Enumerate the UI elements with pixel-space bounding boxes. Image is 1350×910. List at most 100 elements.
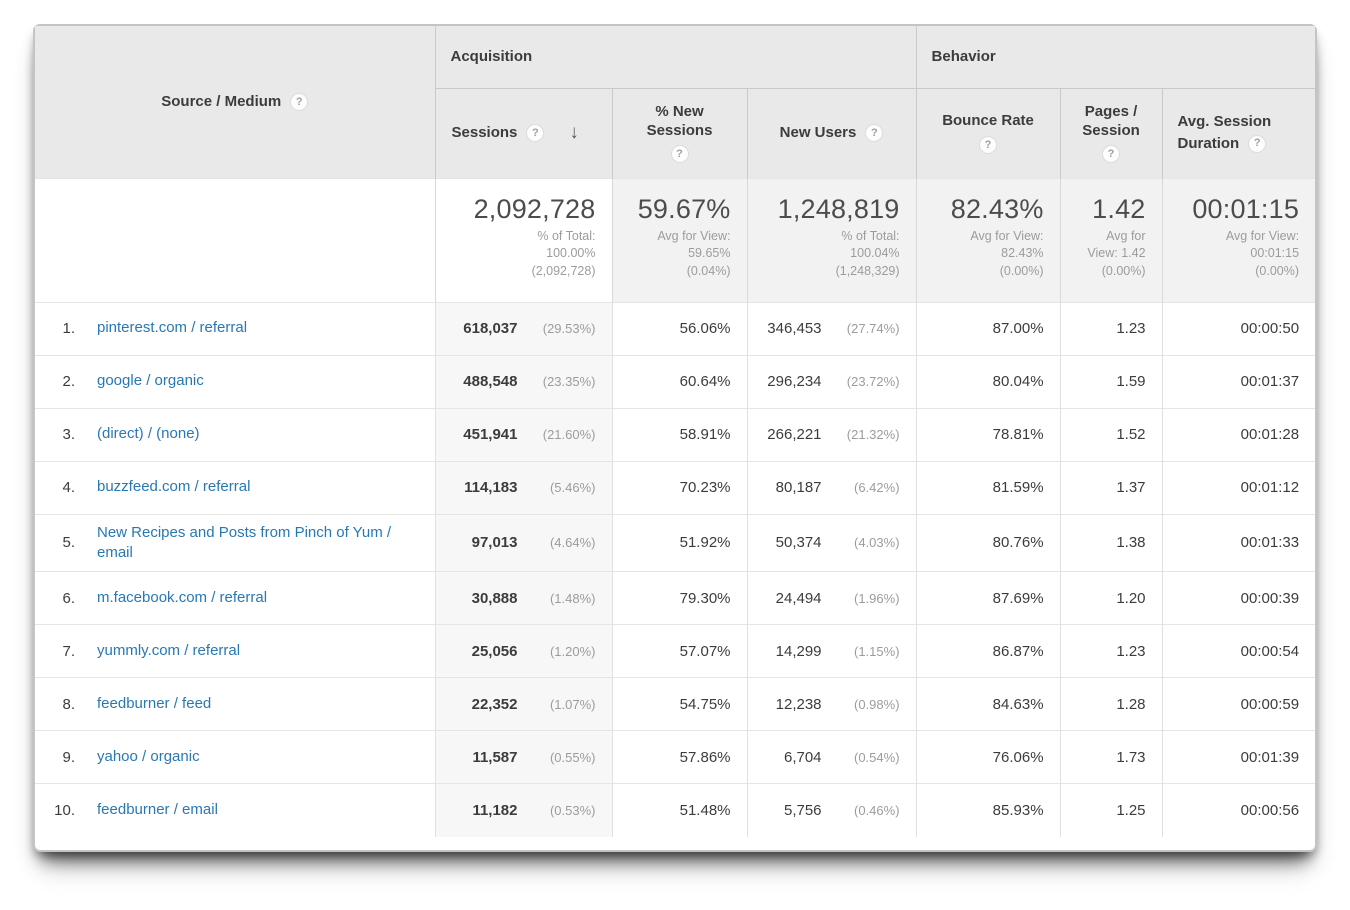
bounce-rate-cell: 80.76% bbox=[915, 513, 1061, 572]
sessions-cell: 618,037 (29.53%) bbox=[434, 301, 612, 355]
pages-session-cell: 1.20 bbox=[1059, 571, 1163, 625]
sessions-value: 25,056 bbox=[471, 642, 518, 660]
summary-sessions: 2,092,728 % of Total: 100.00% (2,092,728… bbox=[434, 177, 612, 302]
pages-session-cell: 1.23 bbox=[1059, 624, 1163, 678]
column-header-new-users[interactable]: New Users ? bbox=[746, 88, 917, 178]
row-index: 6. bbox=[62, 589, 75, 607]
new-sessions-cell: 58.91% bbox=[611, 407, 747, 461]
new-users-percent: (23.72%) bbox=[846, 374, 900, 389]
column-header-new-sessions[interactable]: % New Sessions ? bbox=[611, 88, 747, 178]
summary-row: 2,092,728 % of Total: 100.00% (2,092,728… bbox=[35, 177, 1316, 302]
new-users-cell: 12,238 (0.98%) bbox=[746, 677, 917, 731]
source-medium-link[interactable]: google / organic bbox=[97, 372, 204, 390]
help-icon[interactable]: ? bbox=[1102, 145, 1121, 164]
new-users-percent: (27.74%) bbox=[846, 321, 900, 336]
session-duration-cell: 00:00:39 bbox=[1161, 571, 1316, 625]
help-icon[interactable]: ? bbox=[865, 124, 884, 142]
session-duration-cell: 00:00:56 bbox=[1161, 783, 1316, 837]
sessions-cell: 11,587 (0.55%) bbox=[434, 730, 612, 784]
group-header-behavior: Behavior bbox=[915, 26, 1316, 89]
column-header-session-duration[interactable]: Avg. Session Duration ? bbox=[1161, 88, 1316, 178]
summary-blank-cell bbox=[35, 177, 435, 302]
new-sessions-cell: 51.92% bbox=[611, 513, 747, 572]
bounce-rate-cell: 81.59% bbox=[915, 460, 1061, 514]
new-users-cell: 50,374 (4.03%) bbox=[746, 513, 917, 572]
new-users-cell: 266,221 (21.32%) bbox=[746, 407, 917, 461]
sessions-percent: (5.46%) bbox=[549, 480, 596, 495]
row-index: 7. bbox=[62, 642, 75, 660]
new-sessions-cell: 51.48% bbox=[611, 783, 747, 837]
table-row: 7. yummly.com / referral 25,056 (1.20%) … bbox=[35, 624, 1316, 678]
row-index: 1. bbox=[62, 320, 75, 337]
help-icon[interactable]: ? bbox=[290, 92, 309, 111]
source-medium-cell: 4. buzzfeed.com / referral bbox=[35, 460, 435, 514]
source-medium-table: Source / Medium ? Acquisition Behavior S… bbox=[35, 26, 1316, 837]
source-medium-link[interactable]: feedburner / feed bbox=[97, 694, 212, 712]
help-icon[interactable]: ? bbox=[1248, 134, 1267, 153]
source-medium-cell: 7. yummly.com / referral bbox=[35, 624, 435, 678]
table-row: 6. m.facebook.com / referral 30,888 (1.4… bbox=[35, 571, 1316, 625]
source-medium-link[interactable]: pinterest.com / referral bbox=[97, 319, 248, 337]
pages-session-cell: 1.73 bbox=[1059, 730, 1163, 784]
source-medium-cell: 9. yahoo / organic bbox=[35, 730, 435, 784]
new-users-value: 6,704 bbox=[783, 748, 822, 766]
source-medium-cell: 3. (direct) / (none) bbox=[35, 407, 435, 461]
session-duration-cell: 00:01:37 bbox=[1161, 354, 1316, 408]
sessions-value: 97,013 bbox=[471, 534, 518, 552]
column-header-row: Sessions ? ↓ % New Sessions ? New Users … bbox=[35, 88, 1316, 178]
source-medium-link[interactable]: yummly.com / referral bbox=[97, 641, 241, 659]
pages-session-cell: 1.37 bbox=[1059, 460, 1163, 514]
sort-descending-icon[interactable]: ↓ bbox=[569, 122, 579, 143]
pages-session-cell: 1.28 bbox=[1059, 677, 1163, 731]
source-medium-label: Source / Medium bbox=[161, 93, 282, 111]
table-row: 8. feedburner / feed 22,352 (1.07%) 54.7… bbox=[35, 677, 1316, 731]
table-row: 3. (direct) / (none) 451,941 (21.60%) 58… bbox=[35, 407, 1316, 461]
new-users-cell: 24,494 (1.96%) bbox=[746, 571, 917, 625]
bounce-rate-cell: 87.69% bbox=[915, 571, 1061, 625]
row-index: 10. bbox=[54, 801, 75, 819]
pages-session-cell: 1.52 bbox=[1059, 407, 1163, 461]
new-users-cell: 80,187 (6.42%) bbox=[746, 460, 917, 514]
column-header-source-medium[interactable]: Source / Medium ? bbox=[35, 26, 436, 178]
group-header-row: Source / Medium ? Acquisition Behavior bbox=[35, 26, 1316, 178]
analytics-table-card: Source / Medium ? Acquisition Behavior S… bbox=[33, 24, 1317, 852]
session-duration-cell: 00:00:50 bbox=[1161, 301, 1316, 355]
help-icon[interactable]: ? bbox=[979, 135, 998, 154]
pages-session-cell: 1.38 bbox=[1059, 513, 1163, 572]
new-sessions-cell: 56.06% bbox=[611, 301, 747, 355]
sessions-value: 114,183 bbox=[464, 479, 518, 496]
source-medium-link[interactable]: yahoo / organic bbox=[97, 747, 200, 765]
sessions-percent: (23.35%) bbox=[542, 374, 596, 389]
column-header-sessions[interactable]: Sessions ? ↓ bbox=[435, 88, 612, 178]
table-row: 9. yahoo / organic 11,587 (0.55%) 57.86%… bbox=[35, 730, 1316, 784]
source-medium-cell: 1. pinterest.com / referral bbox=[35, 301, 435, 355]
bounce-rate-cell: 86.87% bbox=[915, 624, 1061, 678]
source-medium-link[interactable]: feedburner / email bbox=[97, 801, 218, 819]
source-medium-link[interactable]: buzzfeed.com / referral bbox=[97, 478, 251, 496]
new-users-percent: (1.96%) bbox=[854, 590, 900, 606]
new-users-cell: 346,453 (27.74%) bbox=[746, 301, 917, 355]
sessions-percent: (1.07%) bbox=[549, 696, 596, 712]
pages-session-cell: 1.23 bbox=[1059, 301, 1163, 355]
source-medium-link[interactable]: (direct) / (none) bbox=[97, 425, 200, 443]
new-users-value: 12,238 bbox=[775, 695, 822, 713]
bounce-rate-cell: 87.00% bbox=[915, 301, 1061, 355]
summary-new-sessions: 59.67% Avg for View: 59.65% (0.04%) bbox=[611, 177, 747, 302]
new-users-percent: (0.54%) bbox=[854, 749, 900, 765]
column-header-pages-session[interactable]: Pages / Session ? bbox=[1059, 88, 1163, 178]
row-index: 4. bbox=[62, 479, 75, 496]
new-users-value: 24,494 bbox=[775, 589, 822, 607]
column-header-bounce-rate[interactable]: Bounce Rate ? bbox=[915, 88, 1061, 178]
source-medium-link[interactable]: New Recipes and Posts from Pinch of Yum … bbox=[97, 523, 392, 561]
sessions-cell: 22,352 (1.07%) bbox=[434, 677, 612, 731]
sessions-cell: 25,056 (1.20%) bbox=[434, 624, 612, 678]
help-icon[interactable]: ? bbox=[670, 145, 689, 164]
summary-new-users: 1,248,819 % of Total: 100.04% (1,248,329… bbox=[746, 177, 917, 302]
session-duration-cell: 00:01:39 bbox=[1161, 730, 1316, 784]
help-icon[interactable]: ? bbox=[526, 124, 545, 142]
source-medium-link[interactable]: m.facebook.com / referral bbox=[97, 588, 268, 606]
sessions-percent: (4.64%) bbox=[549, 535, 596, 551]
table-row: 2. google / organic 488,548 (23.35%) 60.… bbox=[35, 354, 1316, 408]
session-duration-cell: 00:00:59 bbox=[1161, 677, 1316, 731]
sessions-value: 22,352 bbox=[471, 695, 518, 713]
